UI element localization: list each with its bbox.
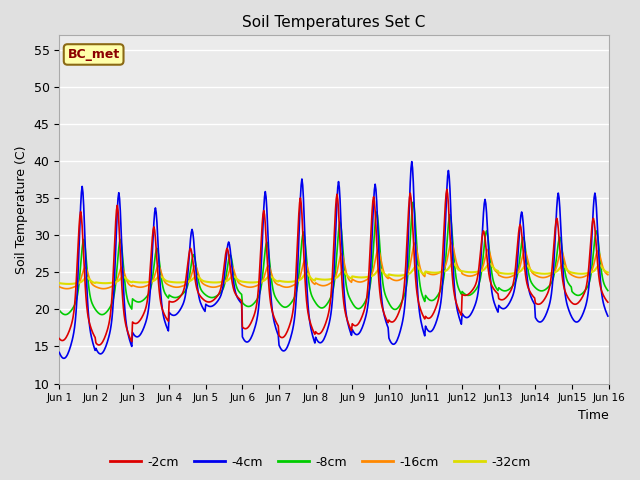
Title: Soil Temperatures Set C: Soil Temperatures Set C [243, 15, 426, 30]
Y-axis label: Soil Temperature (C): Soil Temperature (C) [15, 145, 28, 274]
X-axis label: Time: Time [578, 409, 609, 422]
Text: BC_met: BC_met [67, 48, 120, 61]
Legend: -2cm, -4cm, -8cm, -16cm, -32cm: -2cm, -4cm, -8cm, -16cm, -32cm [104, 451, 536, 474]
